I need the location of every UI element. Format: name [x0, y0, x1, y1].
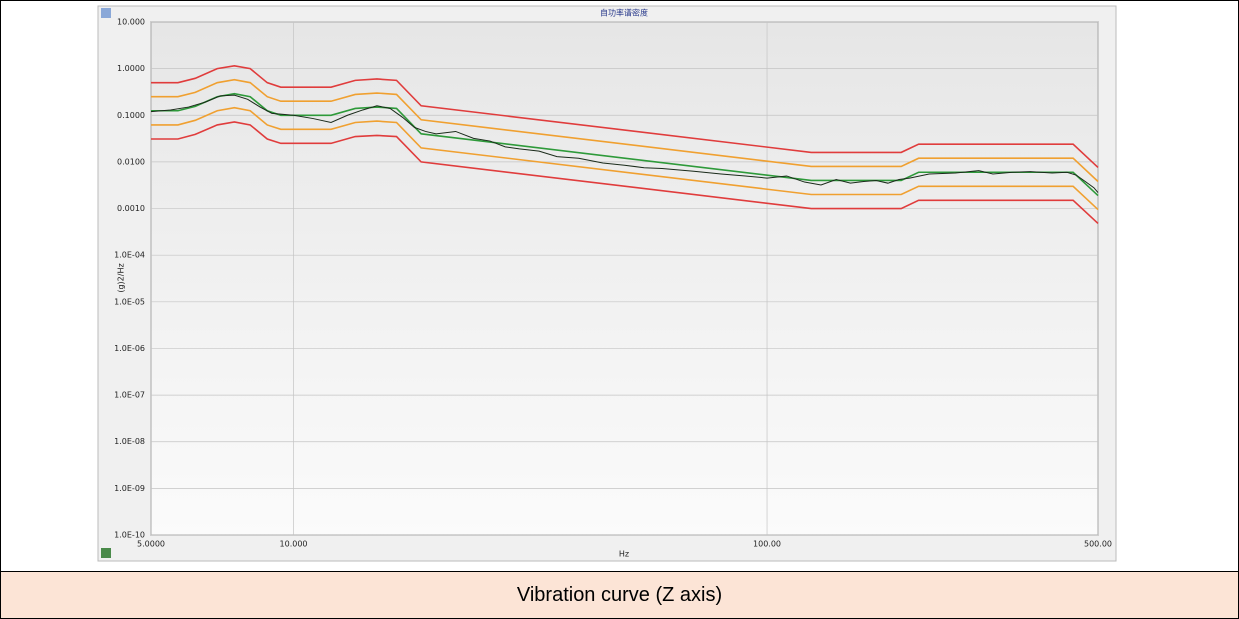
series-line [151, 78, 1099, 183]
chart: 自功率谱密度 Hz (g)2/Hz 10.000 1.0000 0.1000 0.01… [97, 5, 1117, 562]
y-tick-label: 1.0E-09 [114, 484, 145, 493]
x-tick-label: 5.0000 [137, 540, 165, 549]
series-line [150, 94, 1099, 193]
y-tick-label: 1.0000 [117, 64, 145, 73]
x-tick-label: 500.00 [1084, 540, 1112, 549]
series-line [151, 121, 1099, 224]
series-line [151, 106, 1099, 211]
x-tick-label: 100.00 [753, 540, 781, 549]
y-tick-label: 0.0010 [117, 204, 145, 213]
y-tick-label: 1.0E-08 [114, 437, 145, 446]
icon[interactable] [101, 8, 111, 18]
y-axis-label: (g)2/Hz [117, 263, 126, 292]
x-tick-label: 10.000 [280, 540, 308, 549]
y-tick-label: 1.0E-04 [114, 251, 145, 260]
series-line [151, 64, 1099, 169]
y-tick-label: 1.0E-10 [114, 531, 145, 540]
y-tick-label: 1.0E-07 [114, 391, 145, 400]
icon[interactable] [101, 548, 111, 558]
chart-cell: 自功率谱密度 Hz (g)2/Hz 10.000 1.0000 0.1000 0.01… [1, 1, 1238, 572]
y-tick-label: 10.000 [117, 18, 145, 27]
x-axis-label: Hz [619, 550, 629, 559]
y-tick-label: 0.1000 [117, 111, 145, 120]
caption: Vibration curve (Z axis) [1, 572, 1238, 618]
y-tick-label: 1.0E-05 [114, 297, 145, 306]
y-tick-label: 1.0E-06 [114, 344, 145, 353]
y-tick-label: 0.0100 [117, 157, 145, 166]
plot-area [150, 21, 1099, 536]
chart-title: 自功率谱密度 [600, 8, 648, 18]
